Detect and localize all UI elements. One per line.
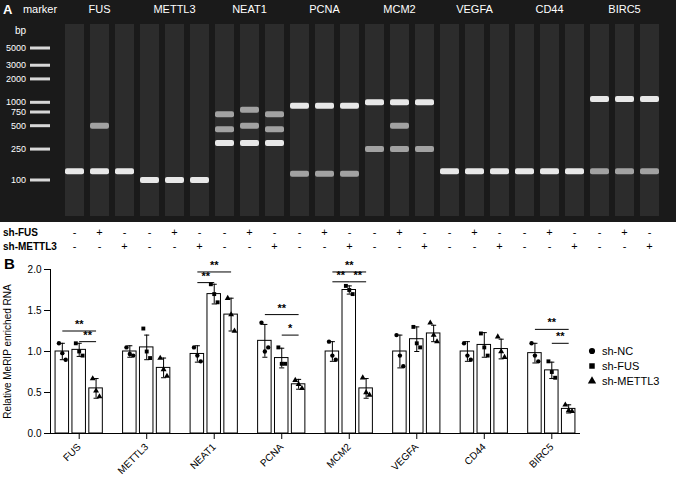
svg-text:**: ** (202, 270, 211, 282)
svg-text:5000: 5000 (6, 43, 26, 53)
svg-text:+: + (471, 226, 477, 238)
svg-text:bp: bp (15, 25, 27, 36)
svg-text:2000: 2000 (6, 74, 26, 84)
svg-text:+: + (546, 226, 552, 238)
svg-text:0.0: 0.0 (28, 428, 42, 439)
svg-text:METTL3: METTL3 (115, 441, 150, 476)
svg-text:**: ** (210, 259, 219, 271)
svg-text:BIRC5: BIRC5 (608, 3, 640, 15)
svg-text:+: + (121, 240, 127, 252)
svg-text:**: ** (83, 329, 92, 341)
svg-text:A: A (3, 2, 13, 17)
svg-text:**: ** (548, 316, 557, 328)
svg-text:-: - (373, 226, 377, 238)
svg-text:-: - (623, 240, 627, 252)
svg-text:**: ** (337, 269, 346, 281)
svg-text:500: 500 (11, 121, 26, 131)
svg-text:1000: 1000 (6, 97, 26, 107)
svg-text:+: + (346, 240, 352, 252)
svg-text:0.5: 0.5 (28, 387, 42, 398)
svg-text:CD44: CD44 (462, 441, 488, 467)
svg-text:VEGFA: VEGFA (389, 441, 421, 473)
svg-text:NEAT1: NEAT1 (232, 3, 267, 15)
svg-text:-: - (73, 226, 77, 238)
svg-text:-: - (598, 226, 602, 238)
svg-text:NEAT1: NEAT1 (188, 441, 218, 471)
svg-text:-: - (448, 226, 452, 238)
svg-text:-: - (423, 226, 427, 238)
svg-text:-: - (448, 240, 452, 252)
svg-text:1.0: 1.0 (28, 346, 42, 357)
svg-text:-: - (73, 240, 77, 252)
html-text:sh-FUS: sh-FUS (602, 360, 640, 372)
svg-text:Relative MeRIP enriched RNA: Relative MeRIP enriched RNA (2, 284, 13, 419)
svg-text:+: + (571, 240, 577, 252)
svg-text:**: ** (556, 330, 565, 342)
svg-text:+: + (246, 226, 252, 238)
svg-text:-: - (248, 240, 252, 252)
svg-text:-: - (298, 226, 302, 238)
svg-text:**: ** (353, 269, 362, 281)
svg-text:-: - (323, 240, 327, 252)
svg-text:-: - (573, 226, 577, 238)
svg-text:METTL3: METTL3 (153, 3, 195, 15)
svg-text:+: + (621, 226, 627, 238)
svg-text:+: + (196, 240, 202, 252)
svg-text:-: - (473, 240, 477, 252)
svg-text:750: 750 (11, 107, 26, 117)
svg-text:FUS: FUS (61, 441, 83, 463)
svg-text:-: - (648, 226, 652, 238)
svg-text:-: - (548, 240, 552, 252)
svg-text:MCM2: MCM2 (383, 3, 415, 15)
svg-text:PCNA: PCNA (258, 441, 286, 469)
svg-text:-: - (523, 240, 527, 252)
svg-text:-: - (198, 226, 202, 238)
svg-text:250: 250 (11, 144, 26, 154)
svg-text:VEGFA: VEGFA (456, 3, 493, 15)
svg-text:+: + (421, 240, 427, 252)
svg-text:-: - (223, 226, 227, 238)
svg-text:-: - (598, 240, 602, 252)
html-text:sh-METTL3: sh-METTL3 (602, 375, 660, 387)
svg-text:*: * (288, 322, 293, 334)
svg-text:-: - (273, 226, 277, 238)
svg-text:CD44: CD44 (535, 3, 563, 15)
svg-text:2.0: 2.0 (28, 264, 42, 275)
svg-text:-: - (348, 226, 352, 238)
svg-text:-: - (173, 240, 177, 252)
svg-text:1.5: 1.5 (28, 305, 42, 316)
svg-text:+: + (396, 226, 402, 238)
svg-text:-: - (148, 240, 152, 252)
svg-text:-: - (498, 226, 502, 238)
svg-text:BIRC5: BIRC5 (527, 441, 556, 470)
svg-text:+: + (321, 226, 327, 238)
svg-text:-: - (523, 226, 527, 238)
svg-text:-: - (398, 240, 402, 252)
svg-text:+: + (646, 240, 652, 252)
svg-text:+: + (96, 226, 102, 238)
svg-text:-: - (223, 240, 227, 252)
svg-text:-: - (148, 226, 152, 238)
svg-text:3000: 3000 (6, 60, 26, 70)
svg-text:+: + (496, 240, 502, 252)
svg-text:-: - (98, 240, 102, 252)
html-text:B: B (4, 255, 15, 272)
svg-text:marker: marker (23, 3, 58, 15)
svg-text:sh-FUS: sh-FUS (3, 227, 38, 238)
svg-text:-: - (298, 240, 302, 252)
svg-text:PCNA: PCNA (309, 3, 340, 15)
svg-text:-: - (373, 240, 377, 252)
svg-text:+: + (271, 240, 277, 252)
svg-text:**: ** (277, 302, 286, 314)
html-text:sh-NC: sh-NC (602, 345, 634, 357)
svg-text:FUS: FUS (89, 3, 111, 15)
svg-text:-: - (123, 226, 127, 238)
svg-text:sh-METTL3: sh-METTL3 (3, 241, 57, 252)
svg-text:+: + (171, 226, 177, 238)
svg-text:MCM2: MCM2 (324, 441, 353, 470)
svg-text:100: 100 (11, 175, 26, 185)
